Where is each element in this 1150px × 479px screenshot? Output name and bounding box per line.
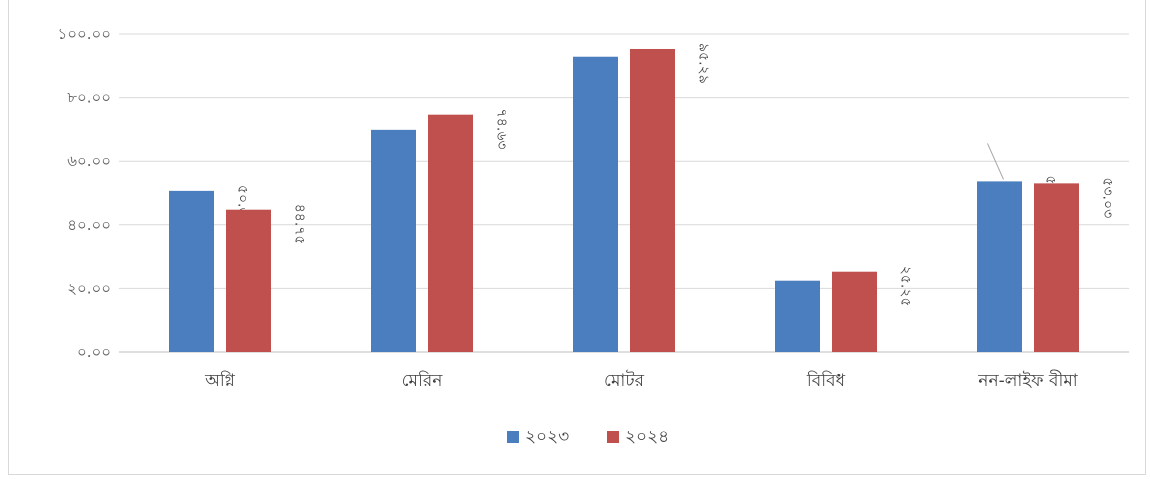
- y-tick-label: ০.০০: [77, 343, 111, 361]
- data-label: ৪৪.৭৫: [292, 204, 308, 245]
- bar: [1034, 183, 1079, 352]
- x-tick-label: নন-লাইফ বীমা: [977, 370, 1078, 391]
- bar: [630, 48, 675, 353]
- bar: [226, 209, 271, 352]
- x-tick-label: মোটর: [604, 370, 645, 391]
- legend-swatch: [507, 431, 519, 443]
- data-label: ৯৫.২৯: [696, 43, 712, 84]
- bar: [775, 280, 820, 352]
- chart-frame: ০.০০ ২০.০০ ৪০.০০ ৬০.০০ ৮০.০০ ১০০.০০ ৫০.৬৭ ৪৪.৭৫…: [8, 0, 1146, 475]
- y-tick-label: ১০০.০০: [57, 25, 111, 43]
- bar: [977, 181, 1022, 352]
- y-tick-label: ২০.০০: [67, 279, 111, 297]
- y-tick-label: ৬০.০০: [67, 152, 111, 170]
- data-label: ২৫.২৫: [898, 266, 914, 307]
- y-tick-label: ৪০.০০: [67, 216, 111, 234]
- legend-swatch: [607, 431, 619, 443]
- legend-label: ২০২৪: [625, 427, 669, 447]
- legend-label: ২০২৩: [525, 427, 569, 447]
- x-tick-label: অগ্নি: [204, 370, 236, 391]
- leader-line: [987, 143, 1004, 180]
- y-tick-label: ৮০.০০: [67, 89, 111, 107]
- bar: [428, 114, 473, 352]
- bar: [573, 56, 618, 352]
- x-tick-label: বিবিধ: [806, 370, 846, 391]
- data-label: ৭৪.৬৩: [494, 109, 510, 150]
- x-tick-label: মেরিন: [402, 370, 444, 391]
- bar: [169, 190, 214, 352]
- bar: [371, 129, 416, 352]
- bar: [832, 271, 877, 352]
- data-label: ৫৩.০৩: [1100, 177, 1116, 218]
